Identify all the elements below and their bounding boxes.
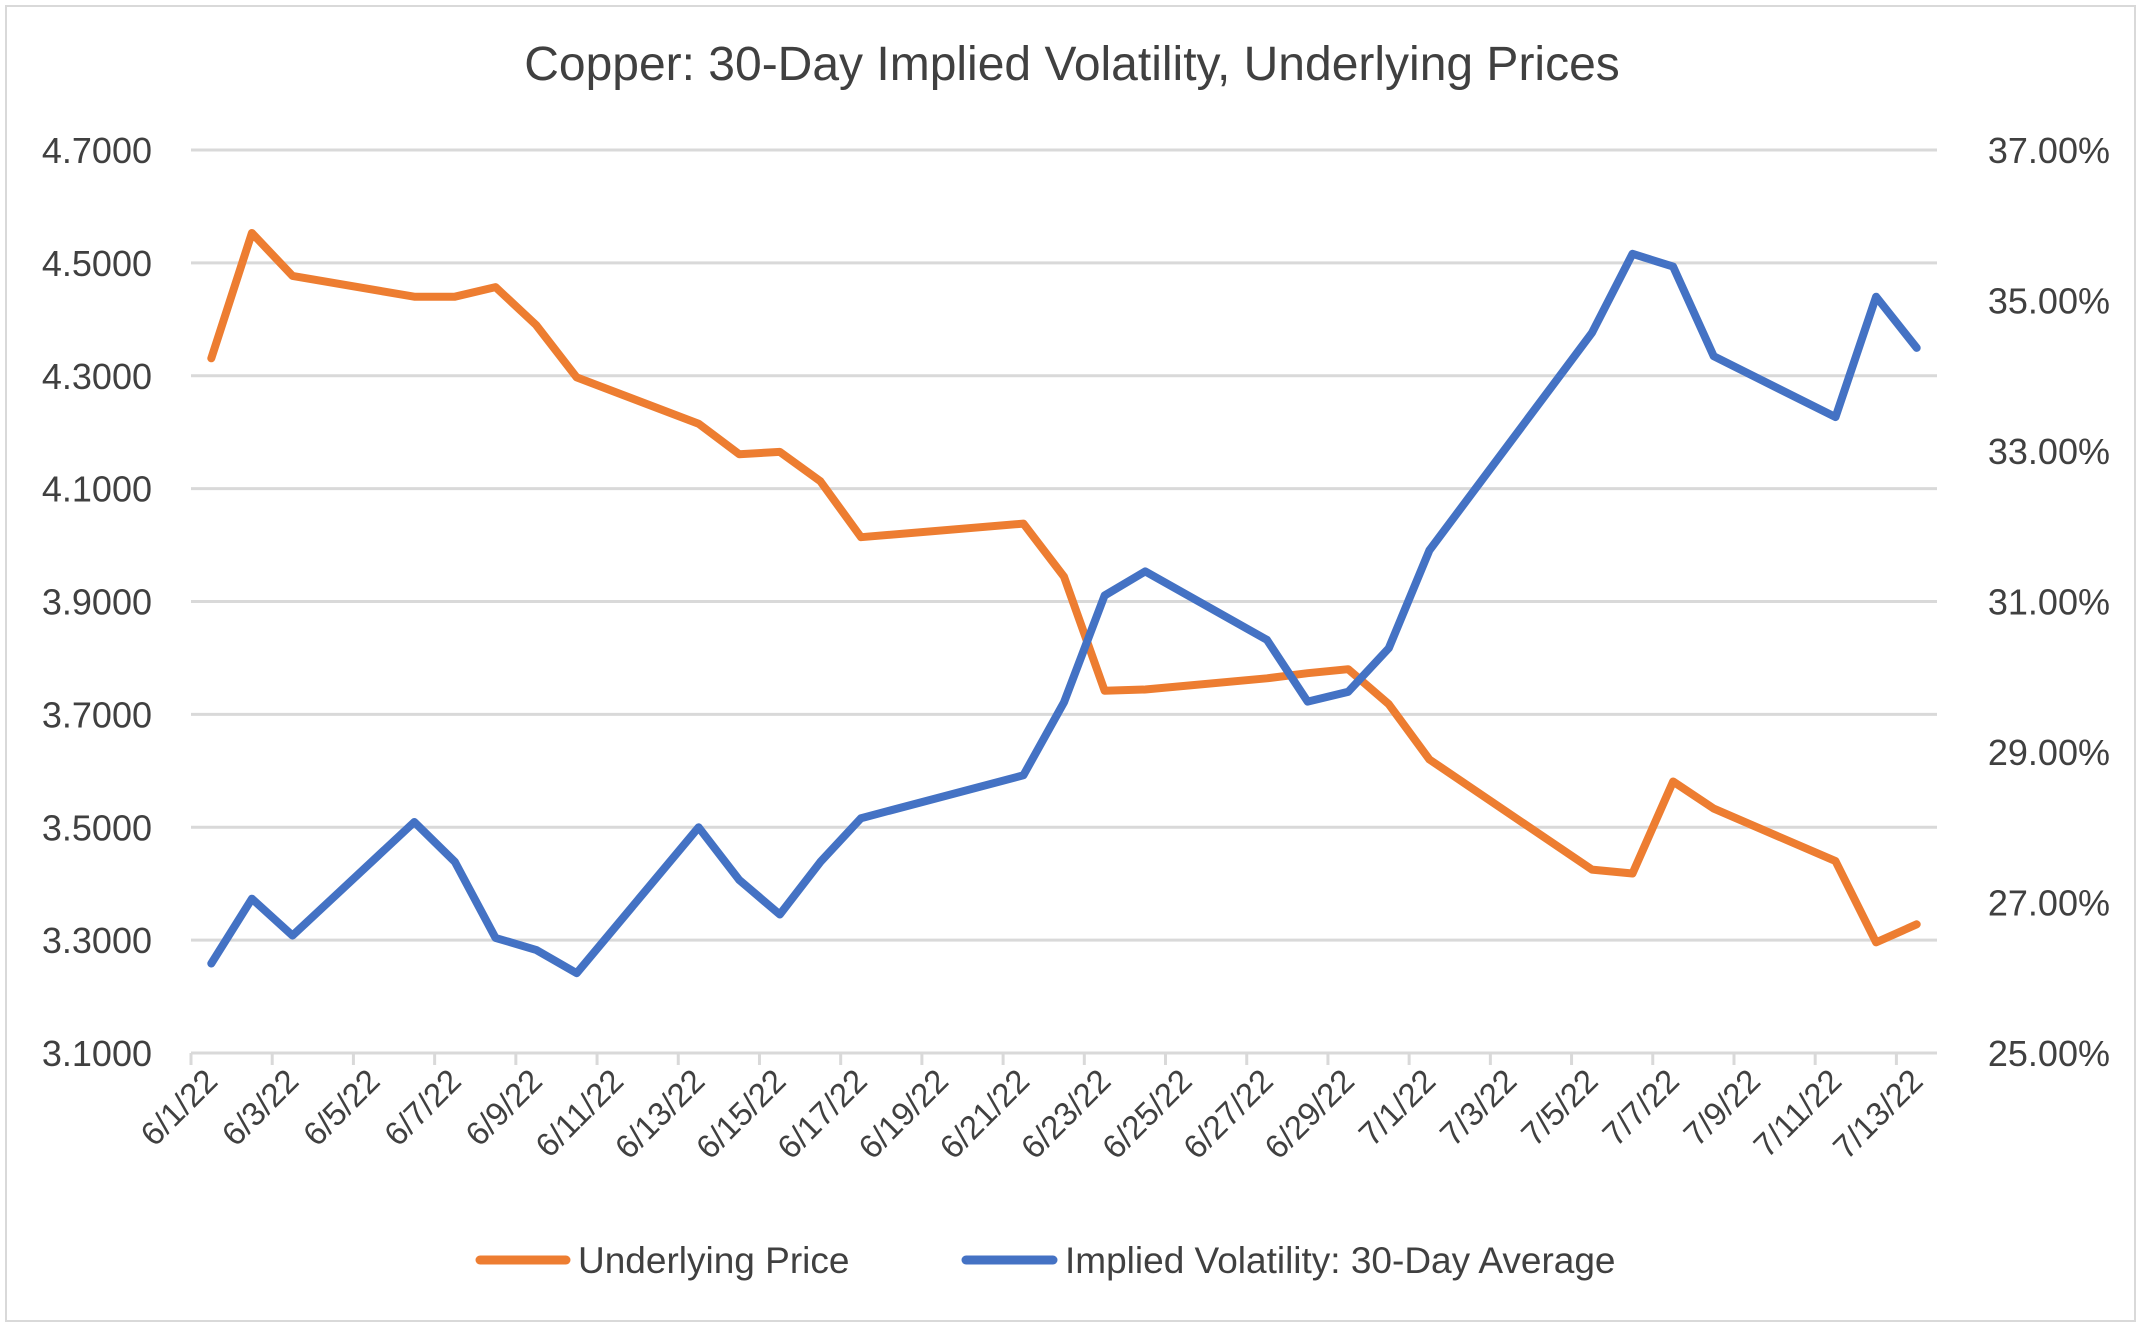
y-right-tick-label: 37.00% <box>1988 130 2110 171</box>
y-left-tick-label: 4.7000 <box>42 130 152 171</box>
y-right-tick-label: 31.00% <box>1988 582 2110 623</box>
x-tick-label: 6/3/22 <box>214 1062 305 1153</box>
x-tick-label: 6/5/22 <box>296 1062 387 1153</box>
y-left-tick-label: 3.9000 <box>42 582 152 623</box>
y-left-tick-label: 4.1000 <box>42 469 152 510</box>
x-tick-label: 6/27/22 <box>1176 1062 1280 1166</box>
y-left-tick-label: 3.1000 <box>42 1033 152 1074</box>
x-tick-label: 6/29/22 <box>1257 1062 1361 1166</box>
legend-item-implied-volatility[interactable]: Implied Volatility: 30-Day Average <box>961 1240 1616 1281</box>
y-left-tick-label: 4.3000 <box>42 356 152 397</box>
x-tick-label: 6/25/22 <box>1095 1062 1199 1166</box>
x-tick-label: 6/17/22 <box>770 1062 874 1166</box>
series-lines <box>207 229 1921 978</box>
y-left-tick-label: 4.5000 <box>42 243 152 284</box>
x-axis <box>189 1051 1937 1065</box>
legend-label-implied-volatility: Implied Volatility: 30-Day Average <box>1065 1240 1616 1281</box>
x-tick-label: 6/23/22 <box>1014 1062 1118 1166</box>
x-tick-label: 7/1/22 <box>1351 1062 1442 1153</box>
y-right-tick-label: 25.00% <box>1988 1033 2110 1074</box>
x-tick-label: 6/7/22 <box>377 1062 468 1153</box>
x-tick-label: 7/13/22 <box>1826 1062 1930 1166</box>
x-tick-label: 6/15/22 <box>689 1062 793 1166</box>
chart-frame <box>5 5 2136 1322</box>
series-line-underlying-price <box>207 229 1921 947</box>
x-tick-label: 6/1/22 <box>133 1062 224 1153</box>
x-tick-label: 6/13/22 <box>607 1062 711 1166</box>
y-right-tick-label: 29.00% <box>1988 732 2110 773</box>
x-tick-label: 7/7/22 <box>1595 1062 1686 1153</box>
y-axis-right: 25.00% 27.00% 29.00% 31.00% 33.00% 35.00% 37.0… <box>1988 130 2110 1074</box>
y-left-tick-label: 3.5000 <box>42 807 152 848</box>
legend: Underlying Price Implied Volatility: 30-… <box>475 1240 1616 1281</box>
y-right-tick-label: 27.00% <box>1988 883 2110 924</box>
y-right-tick-label: 33.00% <box>1988 431 2110 472</box>
legend-item-underlying-price[interactable]: Underlying Price <box>475 1240 849 1281</box>
x-tick-label: 7/3/22 <box>1433 1062 1524 1153</box>
x-tick-label: 6/11/22 <box>528 1062 630 1164</box>
y-left-tick-label: 3.3000 <box>42 920 152 961</box>
legend-label-underlying-price: Underlying Price <box>578 1240 849 1281</box>
y-axis-left: 3.1000 3.3000 3.5000 3.7000 3.9000 4.1000 4.30… <box>42 130 152 1074</box>
x-tick-label: 7/5/22 <box>1514 1062 1605 1153</box>
x-tick-label: 6/21/22 <box>932 1062 1036 1166</box>
x-tick-label: 6/19/22 <box>851 1062 955 1166</box>
x-tick-label: 7/11/22 <box>1746 1062 1848 1164</box>
series-line-implied-volatility <box>207 249 1921 978</box>
y-left-tick-label: 3.7000 <box>42 694 152 735</box>
x-tick-labels: 6/1/226/3/226/5/226/7/226/9/226/11/226/1… <box>133 1062 1929 1166</box>
y-right-tick-label: 35.00% <box>1988 281 2110 322</box>
chart-title: Copper: 30-Day Implied Volatility, Under… <box>524 38 1620 91</box>
gridlines <box>191 148 1937 942</box>
